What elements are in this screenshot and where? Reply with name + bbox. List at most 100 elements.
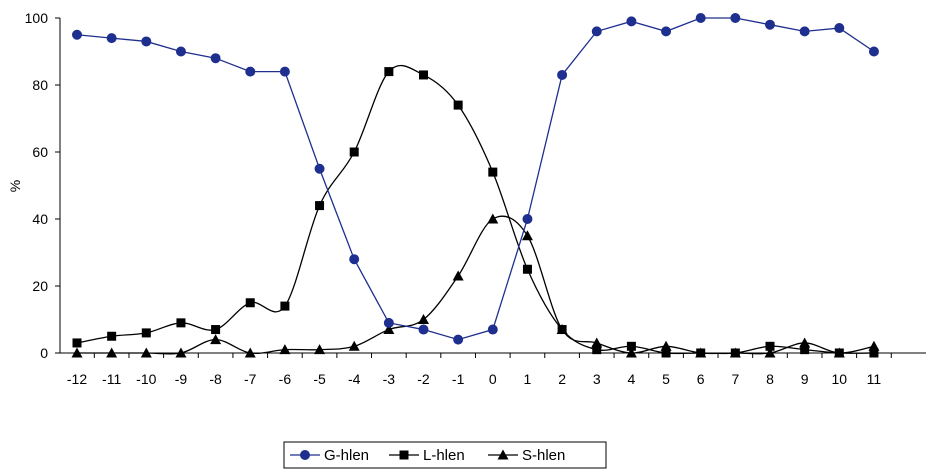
- legend-marker: [497, 449, 509, 460]
- series-l-hlen: [72, 64, 879, 358]
- data-point-s-hlen: [625, 347, 637, 358]
- x-tick-label: -12: [67, 371, 87, 387]
- data-point-l-hlen: [384, 67, 394, 77]
- x-tick-label: 2: [558, 371, 566, 387]
- data-point-g-hlen: [210, 53, 221, 64]
- data-point-s-hlen: [71, 347, 83, 358]
- data-point-g-hlen: [279, 66, 290, 77]
- x-tick-label: -4: [348, 371, 361, 387]
- data-point-l-hlen: [141, 328, 151, 338]
- legend-item-s-hlen: S-hlen: [488, 447, 565, 464]
- data-point-g-hlen: [314, 163, 325, 174]
- data-point-s-hlen: [521, 230, 533, 241]
- data-point-g-hlen: [522, 214, 533, 224]
- series-g-hlen: [72, 13, 879, 345]
- x-tick-label: -9: [175, 371, 188, 387]
- data-point-g-hlen: [141, 36, 152, 47]
- data-point-l-hlen: [834, 348, 844, 358]
- data-point-g-hlen: [487, 324, 498, 335]
- data-point-s-hlen: [140, 347, 152, 358]
- data-point-s-hlen: [799, 337, 811, 348]
- legend-label: L-hlen: [423, 447, 465, 464]
- legend-item-g-hlen: G-hlen: [290, 447, 369, 464]
- series-s-hlen: [71, 213, 880, 358]
- data-point-l-hlen: [488, 167, 498, 177]
- data-point-s-hlen: [279, 344, 291, 355]
- data-point-g-hlen: [765, 19, 775, 30]
- data-point-l-hlen: [765, 341, 775, 351]
- data-point-s-hlen: [210, 334, 222, 345]
- y-tick-label: 20: [32, 278, 48, 294]
- data-point-l-hlen: [349, 147, 359, 157]
- data-point-l-hlen: [522, 264, 532, 274]
- data-point-s-hlen: [418, 314, 429, 324]
- legend-label: G-hlen: [324, 447, 369, 464]
- data-point-g-hlen: [730, 13, 741, 23]
- x-tick-label: 5: [662, 371, 670, 387]
- y-tick-label: 80: [32, 77, 48, 93]
- x-tick-label: -11: [102, 371, 121, 387]
- data-point-l-hlen: [869, 348, 879, 358]
- x-tick-label: 3: [593, 371, 601, 387]
- data-point-g-hlen: [106, 33, 117, 44]
- data-point-s-hlen: [487, 213, 499, 224]
- data-point-s-hlen: [314, 344, 326, 355]
- data-point-g-hlen: [661, 26, 672, 37]
- x-tick-label: 0: [489, 371, 497, 387]
- x-tick-label: -1: [452, 371, 465, 387]
- data-point-g-hlen: [453, 334, 464, 345]
- data-point-l-hlen: [661, 348, 671, 358]
- x-tick-label: 1: [524, 371, 532, 387]
- data-point-g-hlen: [383, 317, 394, 328]
- x-tick-label: -6: [279, 371, 292, 387]
- data-point-g-hlen: [418, 324, 429, 335]
- data-point-l-hlen: [453, 100, 463, 110]
- data-point-g-hlen: [591, 26, 602, 37]
- series-line-l-hlen: [76, 64, 874, 355]
- x-tick-label: -7: [244, 371, 257, 387]
- x-tick-label: 11: [867, 371, 882, 387]
- x-tick-label: -10: [136, 371, 156, 387]
- data-point-g-hlen: [349, 254, 360, 265]
- y-axis-label: %: [7, 180, 23, 192]
- y-tick-label: 60: [32, 144, 48, 160]
- x-tick-label: -3: [383, 371, 396, 387]
- data-point-s-hlen: [452, 270, 464, 281]
- data-point-l-hlen: [626, 341, 636, 351]
- data-point-s-hlen: [660, 340, 672, 351]
- legend-marker: [399, 450, 409, 460]
- data-point-s-hlen: [175, 347, 187, 358]
- x-tick-label: 6: [697, 371, 705, 387]
- x-tick-label: 7: [731, 371, 739, 387]
- legend-item-l-hlen: L-hlen: [389, 447, 465, 464]
- data-point-s-hlen: [591, 337, 603, 348]
- data-point-s-hlen: [348, 340, 360, 351]
- chart-series: [71, 13, 880, 358]
- x-tick-label: 10: [832, 371, 848, 387]
- data-point-l-hlen: [211, 325, 221, 335]
- x-tick-label: -2: [417, 371, 430, 387]
- data-point-s-hlen: [106, 347, 118, 358]
- x-tick-label: 8: [766, 371, 774, 387]
- data-point-g-hlen: [868, 46, 879, 57]
- data-point-l-hlen: [419, 70, 428, 80]
- data-point-g-hlen: [245, 66, 256, 77]
- y-tick-label: 0: [40, 345, 48, 361]
- x-tick-label: -5: [313, 371, 326, 387]
- legend-marker: [300, 450, 310, 460]
- x-tick-label: -8: [209, 371, 222, 387]
- data-point-s-hlen: [383, 324, 395, 335]
- legend: G-hlen L-hlen S-hlen: [283, 441, 607, 469]
- data-point-l-hlen: [72, 338, 82, 348]
- data-point-l-hlen: [800, 345, 810, 355]
- series-line-g-hlen: [76, 17, 875, 341]
- data-point-g-hlen: [799, 26, 810, 37]
- data-point-l-hlen: [696, 348, 706, 358]
- data-point-s-hlen: [868, 340, 880, 351]
- data-point-s-hlen: [244, 347, 256, 358]
- legend-label: S-hlen: [522, 447, 565, 464]
- data-point-l-hlen: [315, 201, 325, 211]
- data-point-g-hlen: [72, 29, 82, 40]
